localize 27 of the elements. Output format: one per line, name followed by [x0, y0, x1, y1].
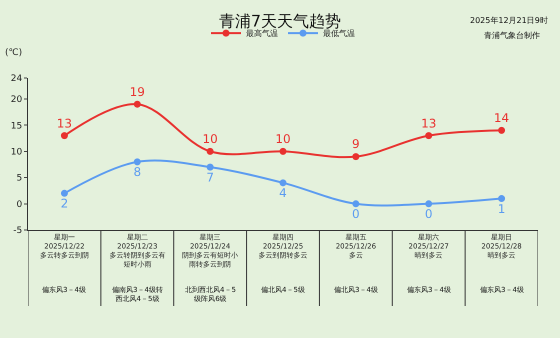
data-label: 0: [424, 207, 433, 222]
y-tick-label: 20: [10, 95, 22, 106]
data-label: 13: [421, 116, 436, 130]
y-tick-label: 10: [10, 148, 22, 158]
data-label: 0: [352, 207, 360, 222]
y-tick-label: -5: [13, 226, 22, 236]
y-tick-label: 15: [10, 121, 22, 132]
data-label: 13: [56, 116, 72, 130]
legend-label: 最高气温: [246, 29, 278, 38]
data-label: 4: [279, 186, 287, 200]
data-label: 14: [494, 111, 510, 126]
data-label: 7: [206, 170, 214, 184]
chart-title: 青浦7天天气趋势: [218, 11, 342, 30]
text: 2025年12月21日9时: [470, 16, 548, 25]
data-label: 9: [352, 137, 360, 152]
data-label: 10: [275, 132, 291, 146]
y-tick-label: 0: [16, 200, 22, 210]
y-tick-label: 24: [10, 74, 22, 84]
text: 青浦气象台制作: [484, 31, 540, 40]
legend-label: 最低气温: [323, 29, 355, 38]
data-label: 2: [60, 196, 68, 211]
data-label: 8: [133, 165, 142, 180]
data-label: 19: [130, 84, 145, 99]
data-label: 10: [202, 132, 218, 146]
data-label: 1: [498, 202, 506, 216]
y-tick-label: 5: [16, 174, 22, 184]
y-axis-title: (℃): [5, 48, 22, 58]
